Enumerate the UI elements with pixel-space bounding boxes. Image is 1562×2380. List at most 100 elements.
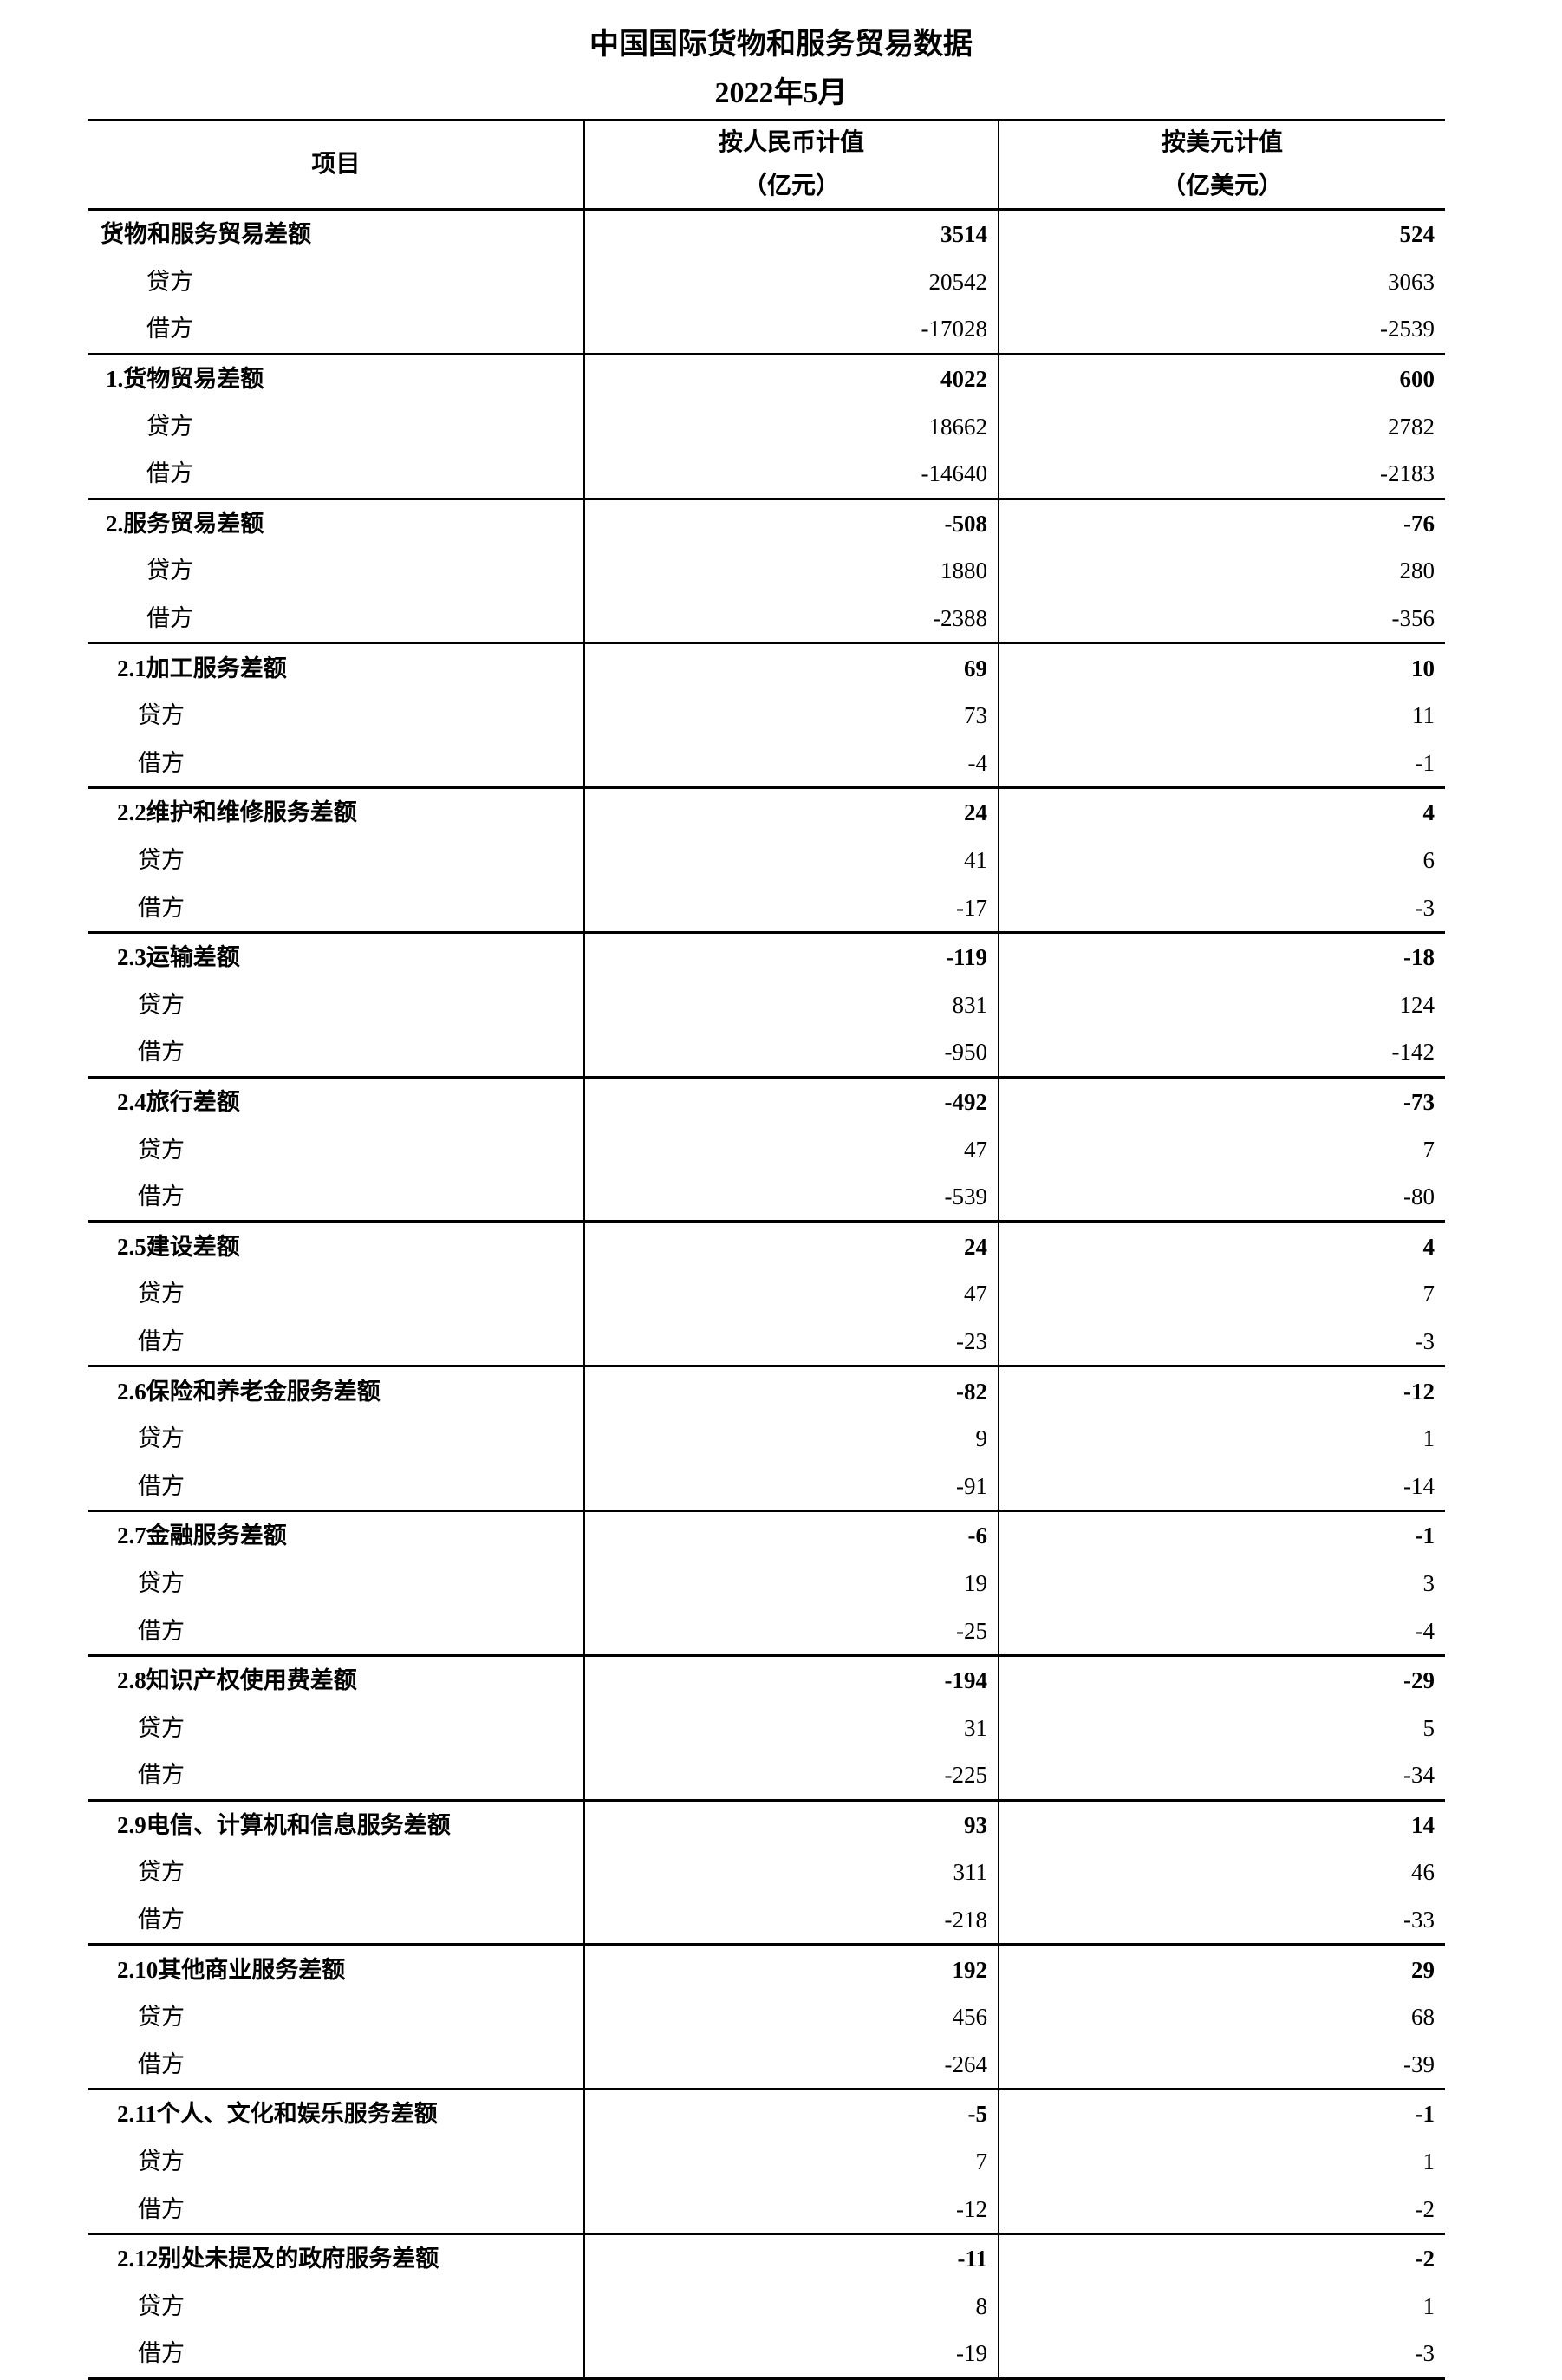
- row-label: 贷方: [138, 1281, 185, 1307]
- rmb-value: -492: [583, 1077, 999, 1126]
- usd-value: 2782: [998, 402, 1445, 450]
- row-label: 贷方: [138, 1859, 185, 1886]
- rmb-value: 93: [583, 1800, 999, 1849]
- table-row-balance: 1.货物贸易差额 4022 600: [88, 354, 1445, 403]
- row-label: 贷方: [138, 702, 185, 729]
- usd-value: -33: [998, 1895, 1445, 1946]
- table-row-debit: 借方 -91 -14: [88, 1462, 1445, 1513]
- usd-value: -2: [998, 2233, 1445, 2283]
- table-row-credit: 贷方 8 1: [88, 2282, 1445, 2331]
- rmb-value: -14640: [583, 449, 999, 500]
- usd-value: 1: [998, 2137, 1445, 2186]
- usd-value: 124: [998, 981, 1445, 1029]
- rmb-value: -508: [583, 499, 999, 548]
- table-row-debit: 借方 -4 -1: [88, 739, 1445, 790]
- row-label: 借方: [88, 739, 584, 790]
- row-label: 2.7金融服务差额: [117, 1523, 287, 1549]
- table-row-balance: 2.6保险和养老金服务差额 -82 -12: [88, 1366, 1445, 1415]
- usd-value: 3: [998, 1559, 1445, 1607]
- rmb-value: 8: [583, 2282, 999, 2331]
- rmb-value: 24: [583, 1221, 999, 1271]
- row-label: 2.服务贸易差额: [106, 510, 264, 537]
- table-row-debit: 借方 -539 -80: [88, 1172, 1445, 1223]
- row-label: 2.8知识产权使用费差额: [117, 1667, 357, 1694]
- column-header-item-label: 项目: [311, 151, 361, 178]
- rmb-value: -17028: [583, 305, 999, 355]
- usd-value: 46: [998, 1849, 1445, 1896]
- usd-value: -1: [998, 1510, 1445, 1560]
- rmb-value: 1880: [583, 547, 999, 595]
- usd-value: 524: [998, 209, 1445, 258]
- rmb-value: 9: [583, 1414, 999, 1463]
- usd-value: -1: [998, 2089, 1445, 2138]
- usd-value: 10: [998, 642, 1445, 692]
- row-label: 2.11个人、文化和娱乐服务差额: [117, 2101, 438, 2128]
- rmb-value: 41: [583, 836, 999, 884]
- table-row-balance: 2.11个人、文化和娱乐服务差额 -5 -1: [88, 2089, 1445, 2138]
- usd-value: -18: [998, 932, 1445, 981]
- usd-value: -14: [998, 1462, 1445, 1513]
- trade-data-table: 项目 按人民币计值 （亿元） 按美元计值 （亿美元） 货物和服务贸易差额 3514…: [88, 119, 1445, 2380]
- rmb-value: 47: [583, 1125, 999, 1173]
- row-label: 借方: [88, 305, 584, 355]
- row-label: 借方: [88, 2040, 584, 2091]
- table-row-debit: 借方 -218 -33: [88, 1895, 1445, 1946]
- table-row-balance: 2.9电信、计算机和信息服务差额 93 14: [88, 1800, 1445, 1849]
- table-row-balance: 2.12别处未提及的政府服务差额 -11 -2: [88, 2233, 1445, 2283]
- row-label: 1.货物贸易差额: [106, 366, 264, 393]
- rmb-value: -119: [583, 932, 999, 981]
- usd-value: -12: [998, 1366, 1445, 1415]
- row-label: 贷方: [138, 1569, 185, 1596]
- rmb-value: 456: [583, 1992, 999, 2041]
- table-body: 货物和服务贸易差额 3514 524 贷方 20542 3063 借方 -17028 -2539…: [88, 209, 1445, 2380]
- row-label: 贷方: [138, 1136, 185, 1163]
- table-row-credit: 贷方 19 3: [88, 1559, 1445, 1607]
- table-row-debit: 借方 -25 -4: [88, 1607, 1445, 1657]
- table-row-debit: 借方 -950 -142: [88, 1028, 1445, 1079]
- usd-value: -2539: [998, 305, 1445, 355]
- row-label: 贷方: [146, 558, 193, 584]
- row-label: 借方: [88, 1607, 584, 1657]
- table-row-credit: 贷方 1880 280: [88, 547, 1445, 595]
- table-row-balance: 货物和服务贸易差额 3514 524: [88, 209, 1445, 258]
- usd-value: -3: [998, 1317, 1445, 1368]
- table-row-credit: 贷方 73 11: [88, 691, 1445, 740]
- usd-value: 1: [998, 1414, 1445, 1463]
- row-label: 借方: [88, 1172, 584, 1223]
- row-label: 贷方: [146, 413, 193, 440]
- rmb-value: -264: [583, 2040, 999, 2091]
- rmb-value: -225: [583, 1751, 999, 1802]
- column-header-usd-label: 按美元计值: [1161, 129, 1283, 156]
- table-row-credit: 贷方 31 5: [88, 1704, 1445, 1751]
- rmb-value: 31: [583, 1704, 999, 1751]
- row-label: 贷方: [138, 991, 185, 1018]
- row-label: 2.12别处未提及的政府服务差额: [117, 2246, 439, 2272]
- rmb-value: -19: [583, 2330, 999, 2380]
- usd-value: 6: [998, 836, 1445, 884]
- rmb-value: -17: [583, 884, 999, 934]
- usd-value: 3063: [998, 258, 1445, 306]
- row-label: 2.4旅行差额: [117, 1088, 240, 1115]
- usd-value: -80: [998, 1172, 1445, 1223]
- rmb-value: 831: [583, 981, 999, 1029]
- row-label: 借方: [88, 1462, 584, 1513]
- rmb-value: 47: [583, 1270, 999, 1318]
- row-label: 借方: [88, 884, 584, 934]
- rmb-value: -950: [583, 1028, 999, 1079]
- row-label: 2.6保险和养老金服务差额: [117, 1378, 381, 1405]
- column-header-rmb: 按人民币计值 （亿元）: [583, 119, 999, 211]
- usd-value: 280: [998, 547, 1445, 595]
- rmb-value: 192: [583, 1944, 999, 1993]
- table-row-debit: 借方 -264 -39: [88, 2040, 1445, 2091]
- row-label: 贷方: [138, 2149, 185, 2175]
- rmb-value: 19: [583, 1559, 999, 1607]
- table-row-balance: 2.1加工服务差额 69 10: [88, 642, 1445, 692]
- page-subtitle: 2022年5月: [714, 77, 848, 109]
- table-row-debit: 借方 -19 -3: [88, 2330, 1445, 2380]
- usd-value: -356: [998, 594, 1445, 645]
- usd-value: -76: [998, 499, 1445, 548]
- column-header-rmb-unit: （亿元）: [742, 173, 840, 199]
- row-label: 贷方: [138, 847, 185, 874]
- usd-value: -1: [998, 739, 1445, 790]
- rmb-value: -5: [583, 2089, 999, 2138]
